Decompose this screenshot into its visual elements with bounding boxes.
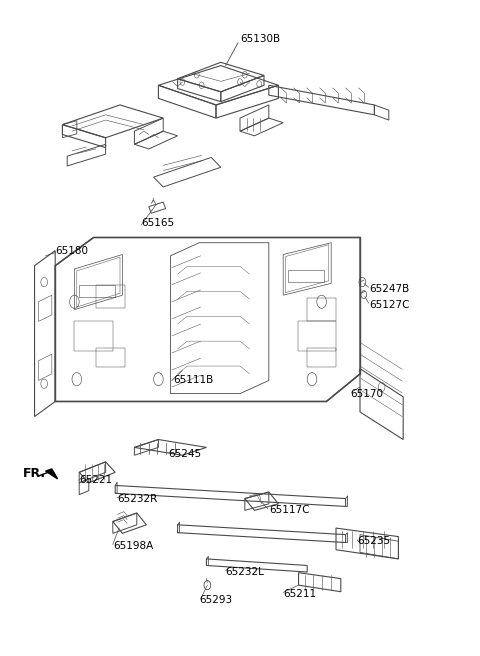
Text: 65245: 65245 [168,449,201,459]
Text: 65211: 65211 [283,588,316,599]
Text: 65232L: 65232L [226,567,264,577]
Text: 65293: 65293 [199,595,232,605]
Text: 65235: 65235 [358,536,391,546]
Text: 65170: 65170 [350,388,384,399]
Text: 65180: 65180 [55,245,88,256]
Text: 65165: 65165 [142,218,175,228]
Text: 65130B: 65130B [240,34,280,45]
Text: 65198A: 65198A [113,541,153,551]
Text: 65117C: 65117C [269,505,309,516]
Polygon shape [46,469,58,479]
Text: 65221: 65221 [79,475,112,485]
Text: 65127C: 65127C [370,300,410,310]
Text: 65232R: 65232R [118,493,158,504]
Text: 65247B: 65247B [370,283,410,294]
Text: FR.: FR. [23,467,46,480]
Text: 65111B: 65111B [173,375,213,386]
